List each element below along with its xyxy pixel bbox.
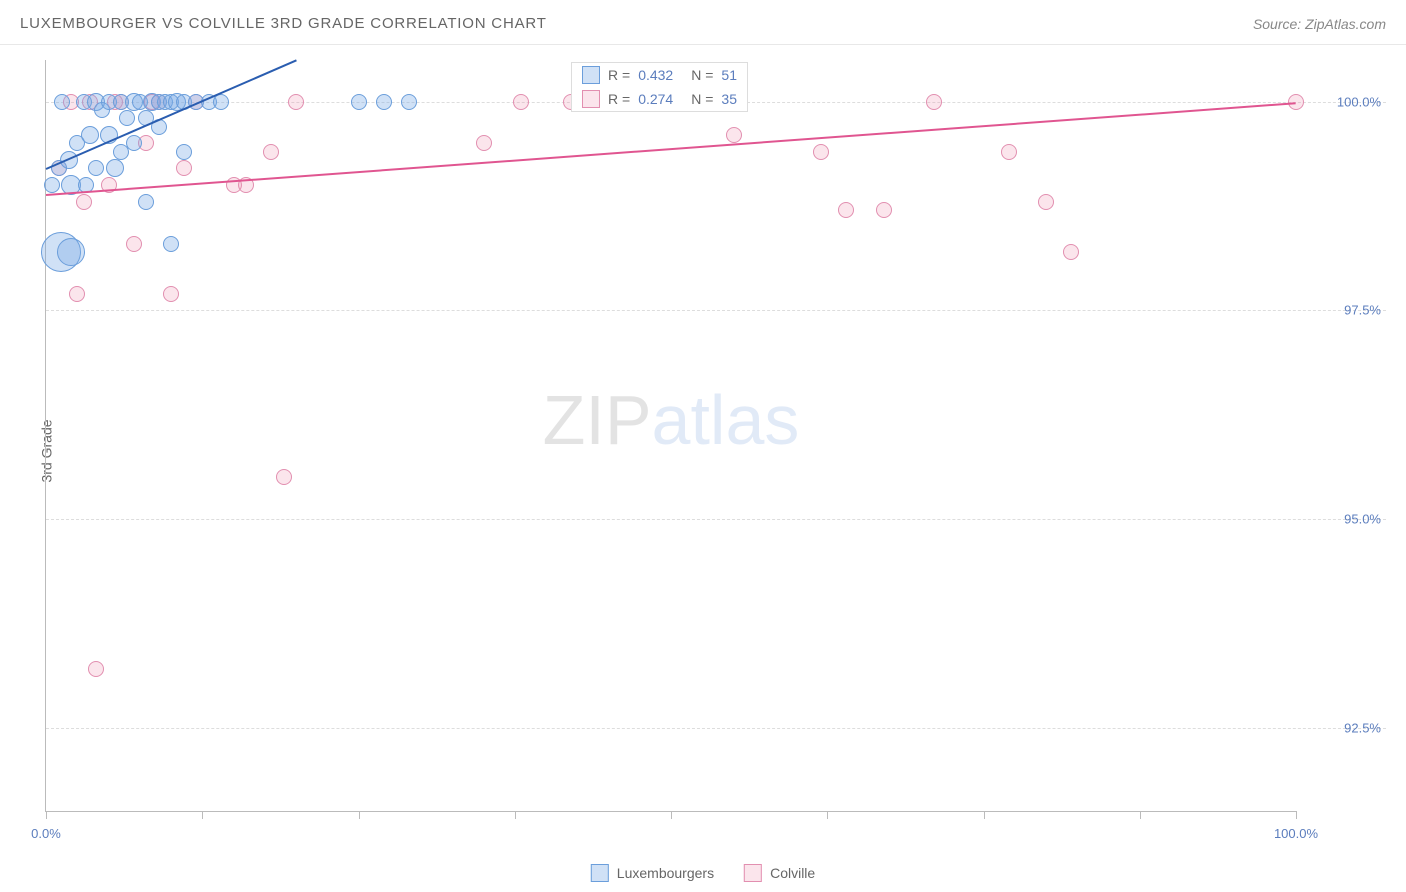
x-tick [827,811,828,819]
data-point-colville [176,160,192,176]
legend-n-label: N = [691,67,713,83]
plot-area: ZIPatlas R =0.432N =51R =0.274N =35 100.… [45,60,1296,812]
y-tick-label: 97.5% [1344,303,1381,318]
data-point-luxembourgers [138,194,154,210]
data-point-luxembourgers [57,238,85,266]
legend-item-colville: Colville [744,864,815,882]
data-point-luxembourgers [119,110,135,126]
data-point-luxembourgers [401,94,417,110]
legend-r-value: 0.274 [638,91,673,107]
data-point-colville [1063,244,1079,260]
legend-swatch-icon [582,66,600,84]
x-tick-label: 0.0% [31,826,61,841]
legend-label: Colville [770,865,815,881]
data-point-luxembourgers [106,159,124,177]
gridline [46,519,1386,520]
legend-r-label: R = [608,91,630,107]
data-point-colville [263,144,279,160]
data-point-colville [476,135,492,151]
data-point-luxembourgers [126,135,142,151]
legend-n-value: 35 [721,91,737,107]
data-point-colville [69,286,85,302]
data-point-colville [76,194,92,210]
x-tick-label: 100.0% [1274,826,1318,841]
y-tick-label: 92.5% [1344,720,1381,735]
x-tick [1296,811,1297,819]
legend-row-luxembourgers: R = 0.432 N = 51 [572,63,747,87]
data-point-luxembourgers [176,144,192,160]
x-tick [671,811,672,819]
legend-swatch-icon [591,864,609,882]
data-point-colville [513,94,529,110]
data-point-luxembourgers [54,94,70,110]
watermark: ZIPatlas [543,380,800,460]
legend-n-value: 51 [721,67,737,83]
data-point-colville [926,94,942,110]
legend-r-label: R = [608,67,630,83]
chart-source: Source: ZipAtlas.com [1253,16,1386,32]
legend-r-value: 0.432 [638,67,673,83]
data-point-luxembourgers [163,236,179,252]
legend-swatch-icon [582,90,600,108]
gridline [46,310,1386,311]
data-point-colville [813,144,829,160]
data-point-colville [876,202,892,218]
x-tick [46,811,47,819]
data-point-colville [1001,144,1017,160]
data-point-luxembourgers [81,126,99,144]
x-tick [1140,811,1141,819]
trendline-luxembourgers [46,60,297,170]
data-point-colville [126,236,142,252]
legend-row-colville: R = 0.274 N = 35 [572,87,747,111]
x-tick [984,811,985,819]
data-point-colville [276,469,292,485]
data-point-luxembourgers [44,177,60,193]
trendline-colville [46,102,1296,196]
data-point-colville [163,286,179,302]
bottom-legend: Luxembourgers Colville [591,864,815,882]
data-point-luxembourgers [351,94,367,110]
legend-item-luxembourgers: Luxembourgers [591,864,714,882]
chart-wrap: 3rd Grade ZIPatlas R =0.432N =51R =0.274… [45,60,1386,842]
watermark-zip: ZIP [543,381,652,459]
data-point-luxembourgers [376,94,392,110]
legend-label: Luxembourgers [617,865,714,881]
chart-title: LUXEMBOURGER VS COLVILLE 3RD GRADE CORRE… [20,15,547,32]
data-point-colville [838,202,854,218]
x-tick [202,811,203,819]
y-tick-label: 95.0% [1344,511,1381,526]
legend-swatch-icon [744,864,762,882]
correlation-legend: R = 0.432 N = 51 R = 0.274 N = 35 [571,62,748,112]
x-tick [515,811,516,819]
gridline [46,728,1386,729]
data-point-luxembourgers [88,160,104,176]
x-tick [359,811,360,819]
watermark-atlas: atlas [652,381,800,459]
y-tick-label: 100.0% [1337,94,1381,109]
data-point-colville [1038,194,1054,210]
data-point-colville [288,94,304,110]
data-point-colville [726,127,742,143]
data-point-colville [88,661,104,677]
chart-header: LUXEMBOURGER VS COLVILLE 3RD GRADE CORRE… [0,0,1406,45]
legend-n-label: N = [691,91,713,107]
